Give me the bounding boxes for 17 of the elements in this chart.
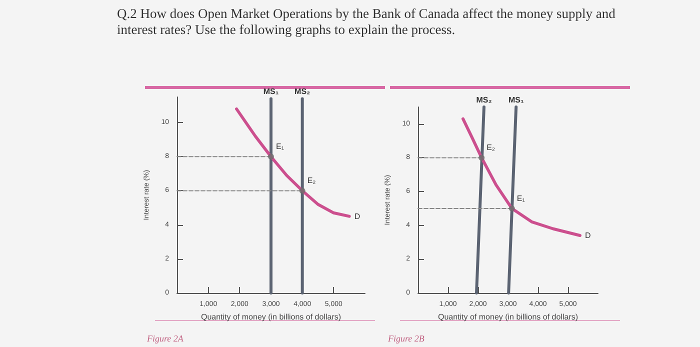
- annotation: E₂: [486, 143, 496, 152]
- x-axis-title: Quantity of money (in billions of dollars): [200, 312, 342, 322]
- caption: Figure 2A: [146, 334, 184, 344]
- caption: Figure 2B: [387, 334, 425, 344]
- annotation: E₁: [276, 142, 284, 152]
- series-label: D: [354, 212, 360, 221]
- series-label: MS₂: [294, 87, 311, 96]
- series-label: D: [585, 231, 591, 240]
- series-label: MS₂: [476, 96, 492, 104]
- series-label: MS₁: [263, 87, 280, 96]
- annotation: E₂: [307, 176, 316, 186]
- chart-title: Q.2 How does Open Market Operations by the Bank of Canada affect the money supply and interest rates? Use the following graphs to explain the process.: [117, 6, 616, 38]
- series-label: MS₁: [508, 96, 524, 104]
- line-series: [462, 117, 582, 238]
- x-axis-title: Quantity of money (in billions of dollars): [438, 312, 578, 322]
- line-series: [235, 107, 351, 218]
- annotation: E₁: [516, 194, 526, 203]
